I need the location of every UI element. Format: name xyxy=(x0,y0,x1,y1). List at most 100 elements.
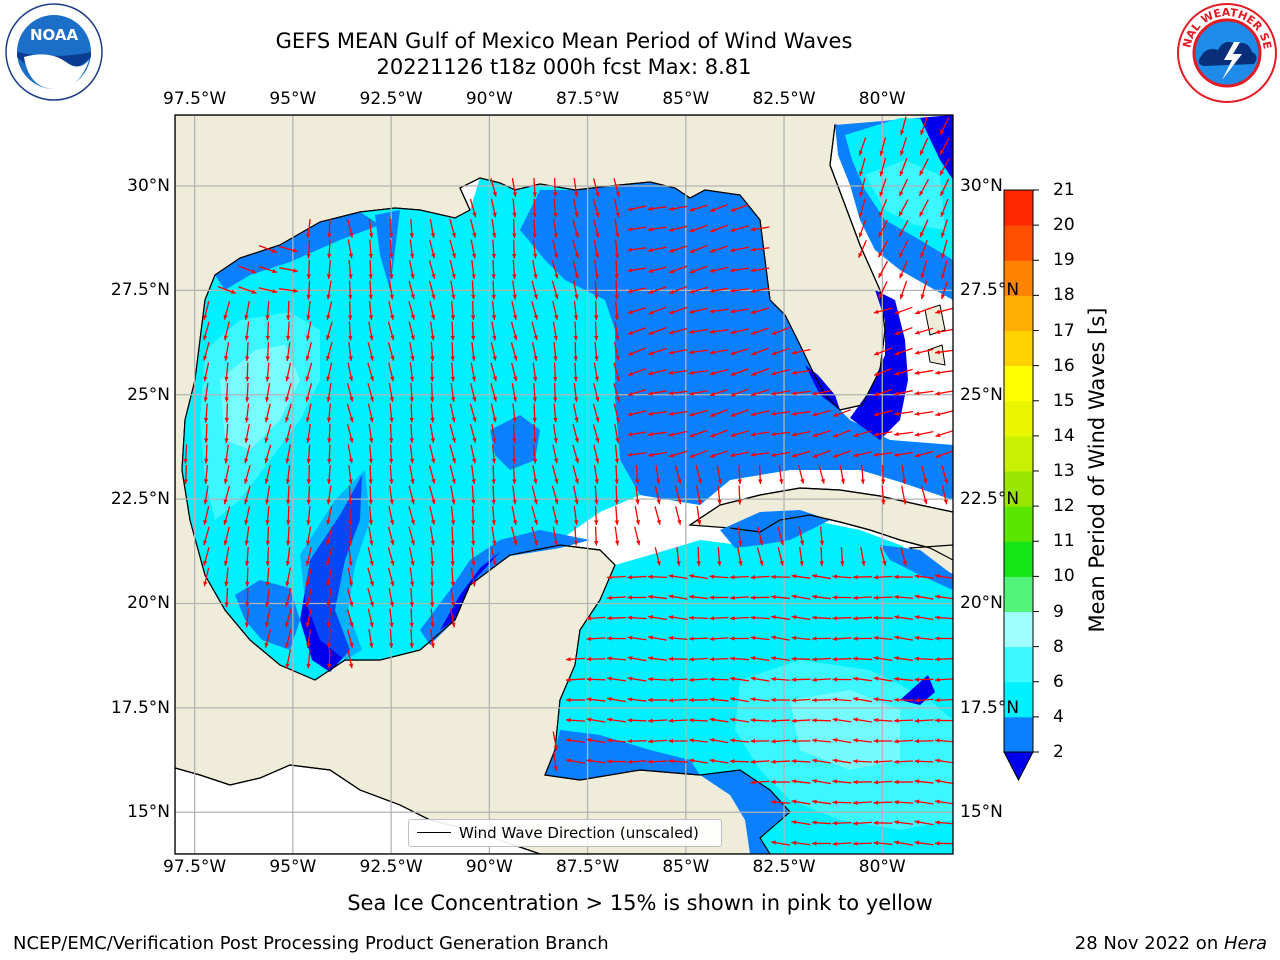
wave-direction-arrow xyxy=(791,718,811,723)
wave-direction-arrow xyxy=(627,718,647,723)
wave-direction-arrow xyxy=(900,547,907,566)
wave-direction-arrow xyxy=(244,506,251,525)
wave-direction-arrow xyxy=(627,347,647,356)
wave-direction-arrow xyxy=(490,342,497,361)
wave-direction-arrow xyxy=(203,485,209,505)
wave-direction-arrow xyxy=(470,219,477,238)
wave-direction-arrow xyxy=(470,239,477,259)
wave-direction-arrow xyxy=(592,403,600,423)
wave-direction-arrow xyxy=(223,526,230,546)
wave-direction-arrow xyxy=(914,738,934,744)
wave-direction-arrow xyxy=(265,588,271,607)
wave-direction-arrow xyxy=(695,485,702,505)
wave-direction-arrow xyxy=(286,526,291,546)
wave-direction-arrow xyxy=(265,300,270,321)
wave-direction-arrow xyxy=(852,800,873,805)
wave-direction-arrow xyxy=(203,301,210,320)
wave-direction-arrow xyxy=(470,362,477,382)
wave-direction-arrow xyxy=(606,636,627,641)
wave-direction-arrow xyxy=(709,329,729,334)
wave-direction-arrow xyxy=(572,219,579,238)
wave-direction-arrow xyxy=(873,717,893,723)
wave-direction-arrow xyxy=(689,204,708,212)
wave-direction-arrow xyxy=(668,574,688,580)
wave-direction-arrow xyxy=(347,649,354,669)
wave-direction-arrow xyxy=(258,245,278,253)
wave-direction-arrow xyxy=(696,506,702,525)
wave-direction-arrow xyxy=(934,820,953,825)
wave-direction-arrow xyxy=(729,738,750,743)
wave-direction-arrow xyxy=(750,347,770,356)
wave-direction-arrow xyxy=(285,444,291,464)
wave-direction-arrow xyxy=(450,362,456,382)
wave-direction-arrow xyxy=(770,779,791,785)
wave-direction-arrow xyxy=(553,177,558,198)
wave-direction-arrow xyxy=(203,547,210,566)
wave-direction-arrow xyxy=(750,615,770,620)
wave-direction-arrow xyxy=(648,266,667,273)
wave-direction-arrow xyxy=(327,239,332,259)
wave-direction-arrow xyxy=(566,758,585,764)
wave-direction-arrow xyxy=(898,178,909,197)
wave-direction-arrow xyxy=(689,307,708,314)
wave-direction-arrow xyxy=(430,546,435,567)
wave-direction-arrow xyxy=(940,280,948,300)
wave-direction-arrow xyxy=(709,203,729,213)
wave-direction-arrow xyxy=(729,595,750,601)
wave-direction-arrow xyxy=(668,758,688,764)
wave-direction-arrow xyxy=(899,137,907,156)
wave-direction-arrow xyxy=(898,240,909,258)
wave-direction-arrow xyxy=(614,464,619,485)
wave-direction-arrow xyxy=(586,677,606,682)
wave-direction-arrow xyxy=(878,281,888,299)
wave-direction-arrow xyxy=(573,362,578,382)
wave-direction-arrow xyxy=(668,677,688,682)
wave-direction-arrow xyxy=(627,738,647,744)
wave-direction-arrow xyxy=(471,485,476,505)
wave-direction-arrow xyxy=(900,116,907,136)
wave-direction-arrow xyxy=(689,369,708,375)
wave-direction-arrow xyxy=(648,451,667,458)
wave-direction-arrow xyxy=(860,547,866,566)
wave-direction-arrow xyxy=(594,485,599,505)
wave-direction-arrow xyxy=(750,389,770,397)
wave-direction-arrow xyxy=(873,656,893,662)
wave-direction-arrow xyxy=(326,608,332,628)
wave-direction-arrow xyxy=(553,403,558,423)
colorbar-swatch xyxy=(1004,681,1033,718)
wave-direction-arrow xyxy=(627,205,647,212)
wave-direction-arrow xyxy=(265,485,271,505)
wave-direction-arrow xyxy=(491,219,497,238)
wave-direction-arrow xyxy=(689,286,708,294)
wave-direction-arrow xyxy=(409,362,415,382)
wave-direction-arrow xyxy=(878,198,888,218)
wave-direction-arrow xyxy=(818,465,825,484)
wave-direction-arrow xyxy=(306,464,311,485)
wave-direction-arrow xyxy=(832,657,852,662)
wave-direction-arrow xyxy=(939,178,950,197)
colorbar-tick-label: 15 xyxy=(1053,390,1075,411)
wave-direction-arrow xyxy=(429,424,435,443)
wave-direction-arrow xyxy=(203,321,210,341)
wave-direction-arrow xyxy=(368,218,374,239)
wave-direction-arrow xyxy=(594,505,599,526)
wave-direction-arrow xyxy=(586,758,606,764)
wave-direction-arrow xyxy=(940,198,949,218)
wave-direction-arrow xyxy=(244,403,250,423)
wave-direction-arrow xyxy=(873,347,893,356)
wave-direction-arrow xyxy=(491,464,496,485)
wave-direction-arrow xyxy=(750,635,770,641)
wave-direction-arrow xyxy=(934,841,953,846)
wave-direction-arrow xyxy=(593,362,599,382)
wave-direction-arrow xyxy=(668,265,688,274)
wave-direction-arrow xyxy=(552,526,559,546)
wave-direction-arrow xyxy=(409,218,415,239)
wave-direction-arrow xyxy=(934,370,953,375)
wave-direction-arrow xyxy=(791,369,811,375)
wave-direction-arrow xyxy=(941,260,948,279)
wave-direction-arrow xyxy=(264,403,271,423)
wave-direction-arrow xyxy=(614,239,620,259)
colorbar-tick-label: 14 xyxy=(1053,425,1075,446)
wave-direction-arrow xyxy=(689,758,708,764)
wave-direction-arrow xyxy=(368,505,374,526)
